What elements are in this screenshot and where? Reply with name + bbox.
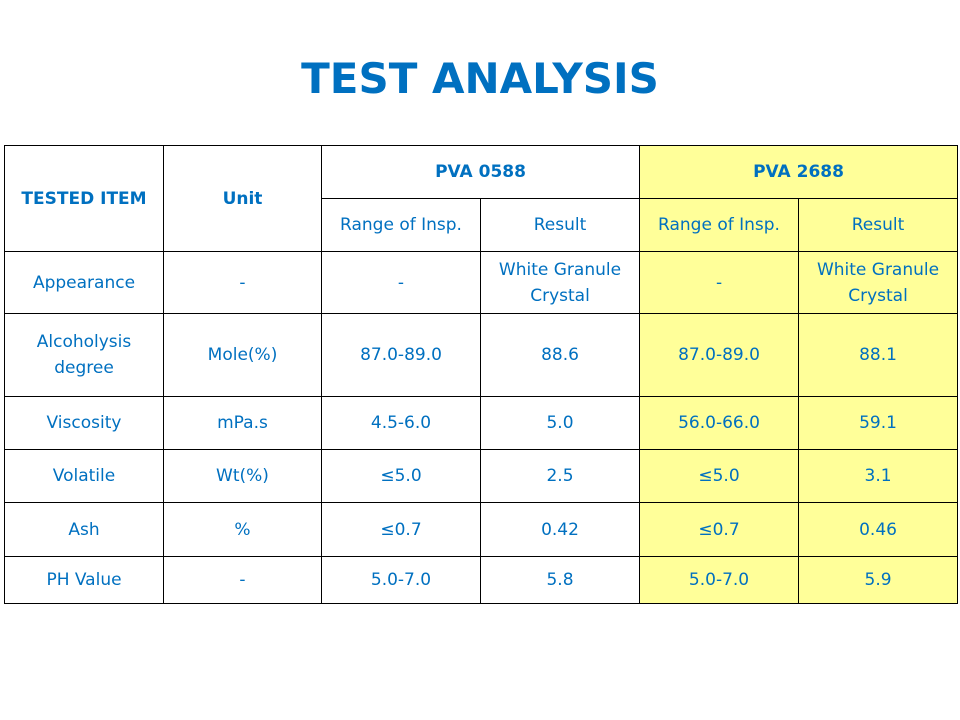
- test-analysis-table: TESTED ITEM Unit PVA 0588 PVA 2688 Range…: [4, 145, 959, 604]
- header-pva-0588: PVA 0588: [320, 145, 641, 199]
- cell-range-0588: 4.5-6.0: [321, 396, 481, 450]
- cell-range-0588: 87.0-89.0: [321, 313, 481, 397]
- table-row: Volatile Wt(%) ≤5.0 2.5 ≤5.0 3.1: [4, 449, 959, 503]
- cell-range-0588: ≤0.7: [321, 502, 481, 557]
- cell-unit: mPa.s: [163, 396, 322, 450]
- table-row: Alcoholysis degree Mole(%) 87.0-89.0 88.…: [4, 313, 959, 397]
- cell-unit: Mole(%): [163, 313, 322, 397]
- cell-result-0588: 88.6: [479, 313, 641, 397]
- table-row: Appearance - - White Granule Crystal - W…: [4, 251, 959, 314]
- cell-item: Appearance: [4, 251, 164, 314]
- cell-unit: Wt(%): [163, 449, 322, 503]
- cell-result-0588: 0.42: [479, 502, 641, 557]
- cell-result-2688: 88.1: [798, 313, 959, 397]
- cell-result-2688: White Granule Crystal: [798, 251, 959, 314]
- cell-unit: -: [163, 251, 322, 314]
- table-row: PH Value - 5.0-7.0 5.8 5.0-7.0 5.9: [4, 556, 959, 604]
- subheader-range-2688: Range of Insp.: [639, 198, 800, 252]
- cell-range-0588: 5.0-7.0: [321, 556, 481, 604]
- cell-result-0588: 2.5: [479, 449, 641, 503]
- subheader-result-2688: Result: [798, 198, 959, 252]
- cell-range-2688: 87.0-89.0: [639, 313, 800, 397]
- cell-unit: -: [163, 556, 322, 604]
- cell-range-2688: 5.0-7.0: [639, 556, 800, 604]
- cell-result-2688: 0.46: [798, 502, 959, 557]
- cell-item: Viscosity: [4, 396, 164, 450]
- header-pva-2688: PVA 2688: [639, 145, 959, 199]
- cell-result-0588: 5.0: [479, 396, 641, 450]
- table-row: Viscosity mPa.s 4.5-6.0 5.0 56.0-66.0 59…: [4, 396, 959, 450]
- cell-item: PH Value: [4, 556, 164, 604]
- cell-range-2688: ≤0.7: [639, 502, 800, 557]
- header-unit: Unit: [163, 145, 322, 252]
- cell-range-2688: 56.0-66.0: [639, 396, 800, 450]
- cell-item: Ash: [4, 502, 164, 557]
- cell-result-2688: 3.1: [798, 449, 959, 503]
- cell-result-0588: 5.8: [479, 556, 641, 604]
- cell-item: Volatile: [4, 449, 164, 503]
- header-tested-item: TESTED ITEM: [4, 145, 164, 252]
- subheader-range-0588: Range of Insp.: [321, 198, 481, 252]
- cell-unit: %: [163, 502, 322, 557]
- cell-item: Alcoholysis degree: [4, 313, 164, 397]
- cell-range-2688: ≤5.0: [639, 449, 800, 503]
- page-title: TEST ANALYSIS: [301, 54, 659, 103]
- cell-result-2688: 5.9: [798, 556, 959, 604]
- cell-result-2688: 59.1: [798, 396, 959, 450]
- subheader-result-0588: Result: [479, 198, 641, 252]
- cell-range-0588: -: [321, 251, 481, 314]
- cell-range-2688: -: [639, 251, 800, 314]
- cell-range-0588: ≤5.0: [321, 449, 481, 503]
- table-row: Ash % ≤0.7 0.42 ≤0.7 0.46: [4, 502, 959, 557]
- cell-result-0588: White Granule Crystal: [479, 251, 641, 314]
